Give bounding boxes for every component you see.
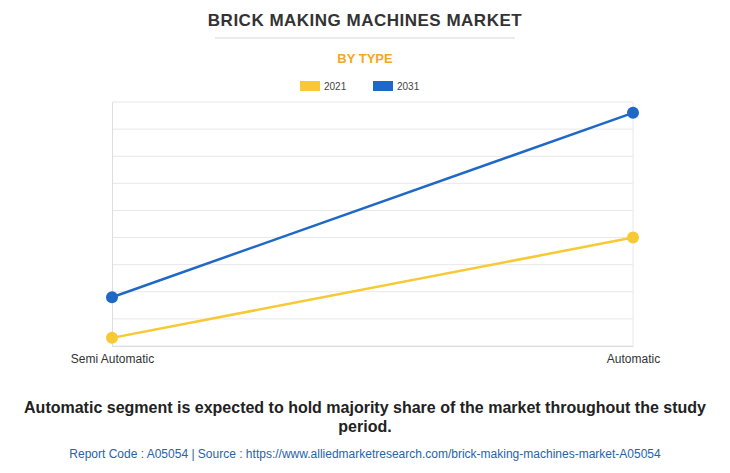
subtitle: BY TYPE [337, 51, 393, 66]
source: Report Code : A05054 | Source : https://… [0, 447, 730, 461]
series-marker [106, 332, 118, 344]
legend-swatch [300, 81, 320, 91]
legend-label: 2021 [324, 81, 347, 92]
y-axis [112, 103, 114, 347]
x-tick: Automatic [607, 346, 660, 366]
x-tick-label: Automatic [607, 352, 660, 366]
x-tick: Semi Automatic [71, 346, 154, 366]
grid-line [112, 183, 633, 184]
x-axis: Semi Automatic Automatic [71, 346, 660, 366]
y-axis-line [112, 103, 113, 347]
legend-label: 2031 [397, 81, 420, 92]
grid-line [112, 102, 633, 103]
series-marker [106, 291, 118, 303]
grid-line [112, 210, 633, 211]
caption-text: Automatic segment is expected to hold ma… [10, 398, 720, 436]
series-marker [627, 232, 639, 244]
chart: BRICK MAKING MACHINES MARKET BY TYPE Semi … [0, 0, 730, 473]
legend-swatch [373, 81, 393, 91]
legend: 2021 2031 [300, 81, 420, 92]
grid-line [112, 346, 633, 347]
grid-line [112, 156, 633, 157]
plot-frame [633, 102, 634, 346]
grid [112, 102, 633, 346]
grid-line [112, 264, 633, 265]
title: BRICK MAKING MACHINES MARKET [208, 11, 522, 30]
grid-line [112, 318, 633, 319]
x-axis-line [113, 346, 634, 347]
series-line [112, 113, 633, 297]
series-line [112, 238, 633, 338]
series-marker [627, 107, 639, 119]
plot-area [106, 107, 639, 344]
grid-line [112, 129, 633, 130]
grid-line [112, 237, 633, 238]
title-rule [215, 38, 515, 39]
caption: Automatic segment is expected to hold ma… [10, 398, 720, 436]
x-tick-label: Semi Automatic [71, 352, 154, 366]
grid-line [112, 291, 633, 292]
